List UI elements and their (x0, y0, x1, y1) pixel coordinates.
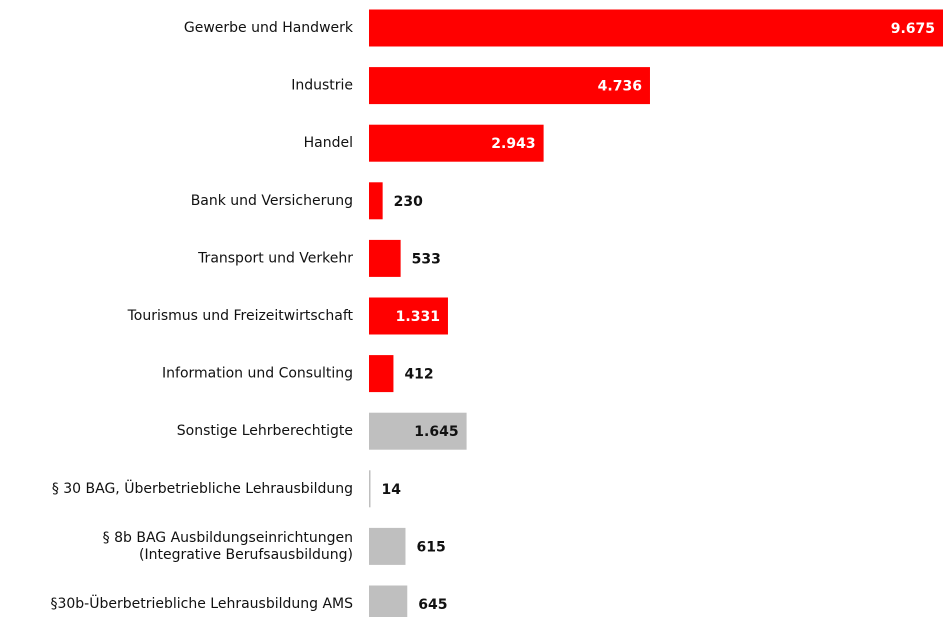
value-label: 1.331 (396, 309, 440, 325)
category-label-line: (Integrative Berufsausbildung) (139, 547, 353, 563)
value-label: 645 (418, 597, 447, 613)
category-label: § 30 BAG, Überbetriebliche Lehrausbildun… (52, 479, 353, 497)
bar (369, 297, 448, 335)
value-label: 2.943 (491, 136, 535, 152)
category-label: § 8b BAG Ausbildungseinrichtungen (Integr… (103, 530, 353, 563)
category-label: Industrie (291, 78, 353, 94)
category-label: Transport und Verkehr (197, 250, 353, 266)
category-label: Bank und Versicherung (191, 193, 353, 209)
bar (369, 67, 650, 105)
category-label: §30b-Überbetriebliche Lehrausbildung AMS (50, 594, 353, 612)
bar (369, 239, 401, 277)
bar (369, 9, 943, 47)
category-label-line: § 8b BAG Ausbildungseinrichtungen (103, 530, 353, 546)
value-label: 615 (416, 539, 445, 555)
value-label: 9.675 (891, 21, 935, 37)
value-label: 412 (404, 367, 433, 383)
value-label: 1.645 (414, 424, 458, 440)
category-label: Handel (304, 135, 353, 151)
category-label: Information und Consulting (162, 366, 353, 382)
bar (369, 527, 406, 565)
bar (369, 585, 408, 617)
bar (369, 355, 394, 393)
bar (369, 470, 371, 508)
category-label: Gewerbe und Handwerk (184, 20, 354, 36)
value-label: 533 (412, 251, 441, 267)
value-label: 230 (394, 194, 423, 210)
category-label: Sonstige Lehrberechtigte (177, 423, 353, 439)
category-label: Tourismus und Freizeitwirtschaft (127, 308, 354, 324)
bar (369, 412, 467, 450)
value-label: 14 (382, 482, 402, 498)
value-label: 4.736 (598, 79, 642, 95)
bar (369, 124, 544, 162)
bar (369, 182, 383, 220)
